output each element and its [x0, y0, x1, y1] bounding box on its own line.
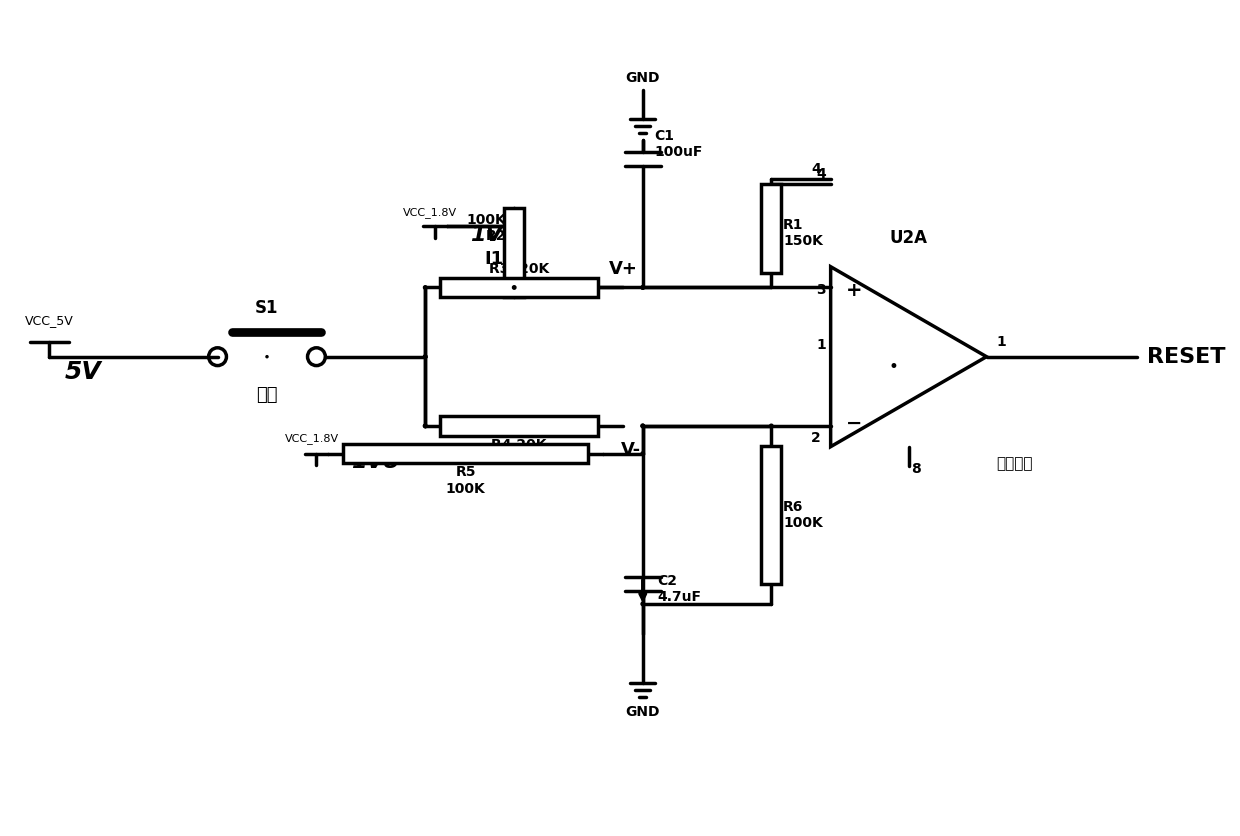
Circle shape: [770, 424, 773, 428]
Text: 2: 2: [811, 431, 821, 445]
Text: 8: 8: [911, 461, 921, 476]
Text: GND: GND: [625, 705, 660, 719]
Text: U2A: U2A: [889, 229, 928, 247]
Circle shape: [641, 286, 645, 289]
Text: C1
100uF: C1 100uF: [655, 129, 703, 159]
Text: 3: 3: [816, 283, 826, 298]
Circle shape: [641, 424, 645, 428]
Text: −: −: [846, 414, 862, 432]
Text: 4: 4: [811, 161, 821, 176]
Circle shape: [512, 286, 516, 289]
Bar: [440, 278, 598, 298]
Bar: [505, 208, 525, 298]
Text: VCC_5V: VCC_5V: [25, 314, 74, 327]
Text: I1: I1: [485, 250, 503, 268]
Text: C2
4.7uF: C2 4.7uF: [657, 574, 702, 604]
Bar: [761, 446, 781, 584]
Circle shape: [424, 424, 427, 428]
Circle shape: [424, 355, 427, 359]
Text: •: •: [888, 358, 898, 375]
Text: 按键: 按键: [257, 386, 278, 405]
Text: 1: 1: [816, 338, 826, 352]
Text: 100K
R2: 100K R2: [466, 213, 506, 243]
Text: VCC_1.8V: VCC_1.8V: [403, 207, 458, 218]
Text: R1
150K: R1 150K: [784, 218, 823, 248]
Bar: [343, 444, 588, 463]
Text: RESET: RESET: [1147, 347, 1225, 367]
Text: R3  20K: R3 20K: [489, 262, 549, 276]
Text: V-: V-: [621, 441, 641, 459]
Circle shape: [641, 602, 645, 605]
Text: GND: GND: [625, 71, 660, 84]
Text: R6
100K: R6 100K: [784, 500, 823, 530]
Circle shape: [641, 452, 645, 456]
Bar: [761, 184, 781, 273]
Circle shape: [641, 286, 645, 289]
Circle shape: [424, 355, 427, 359]
Circle shape: [424, 286, 427, 289]
Bar: [440, 416, 598, 436]
Circle shape: [265, 355, 268, 358]
Text: 4: 4: [816, 166, 826, 181]
Text: VCC_1.8V: VCC_1.8V: [284, 433, 339, 444]
Text: R4 20K: R4 20K: [491, 438, 547, 451]
Text: S1: S1: [255, 299, 279, 317]
Circle shape: [424, 424, 427, 428]
Text: I2: I2: [485, 421, 503, 439]
Text: 5V: 5V: [64, 359, 100, 384]
Text: +: +: [846, 281, 862, 300]
Text: 1: 1: [997, 334, 1006, 349]
Text: （运放）: （运放）: [997, 456, 1033, 472]
Circle shape: [641, 424, 645, 428]
Text: 1V8: 1V8: [470, 225, 518, 245]
Text: V+: V+: [609, 260, 637, 278]
Text: R5
100K: R5 100K: [446, 466, 486, 496]
Text: 1V8: 1V8: [351, 452, 399, 472]
